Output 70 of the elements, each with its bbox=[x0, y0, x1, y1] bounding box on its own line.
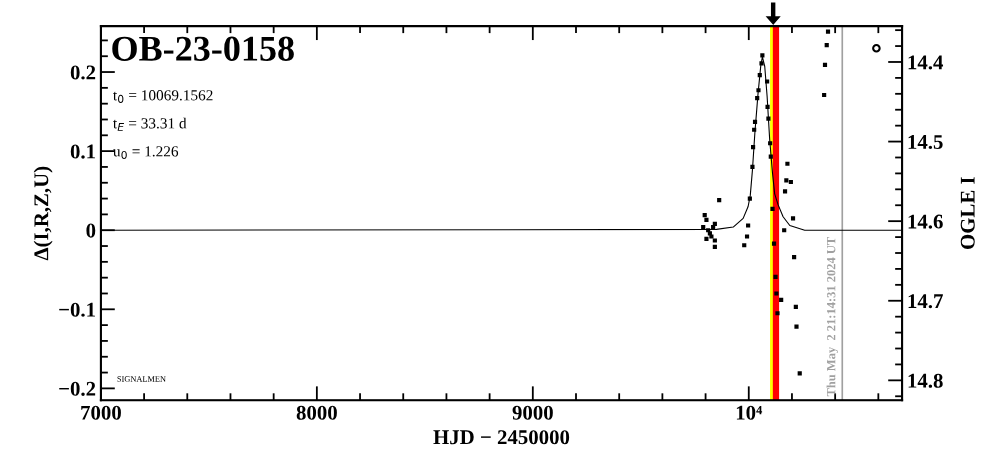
y2-tick-label: 14.6 bbox=[908, 214, 943, 229]
point bbox=[751, 145, 756, 150]
point bbox=[712, 221, 717, 226]
point bbox=[752, 119, 758, 124]
point bbox=[792, 255, 797, 260]
annotation: Thu May 2 21:14:31 2024 UT bbox=[826, 236, 838, 397]
point bbox=[704, 236, 709, 241]
annotation: SIGNALMEN bbox=[117, 376, 166, 382]
y-tick-label: 0.2 bbox=[70, 65, 96, 80]
point bbox=[872, 44, 881, 53]
point bbox=[774, 291, 779, 296]
point bbox=[746, 223, 751, 228]
x-tick-label: 8000 bbox=[296, 405, 337, 420]
y2-tick-label: 14.7 bbox=[908, 294, 943, 309]
chart-title: OB-23-0158 bbox=[112, 36, 294, 61]
x-tick-label: 10⁴ bbox=[736, 405, 763, 420]
y2-tick-label: 14.5 bbox=[908, 135, 943, 150]
point bbox=[825, 29, 831, 34]
y2-axis-title: OGLE I bbox=[960, 177, 975, 249]
point bbox=[794, 324, 799, 329]
annotation: t$_{0}$ = 10069.1562 bbox=[113, 90, 213, 103]
y-tick-label: −0.1 bbox=[59, 302, 95, 317]
point bbox=[717, 198, 722, 203]
point bbox=[702, 213, 707, 218]
y-tick-label: 0.1 bbox=[70, 144, 95, 159]
y-tick-label: 0 bbox=[86, 223, 96, 238]
point bbox=[782, 189, 788, 194]
x-axis-title: HJD − 2450000 bbox=[433, 430, 570, 445]
y2-tick-label: 14.8 bbox=[908, 373, 943, 388]
point bbox=[771, 241, 777, 246]
point bbox=[757, 73, 762, 78]
point bbox=[773, 274, 778, 279]
annotation: t$_{E}$ = 33.31 d bbox=[113, 117, 187, 131]
y2-tick-label: 14.4 bbox=[908, 55, 944, 70]
point bbox=[747, 196, 752, 201]
point bbox=[768, 141, 773, 146]
point bbox=[759, 61, 764, 66]
point bbox=[755, 96, 760, 101]
point bbox=[765, 79, 770, 84]
annotation: u$_{0}$ = 1.226 bbox=[113, 146, 179, 160]
point bbox=[766, 116, 771, 121]
point bbox=[768, 154, 773, 159]
point bbox=[790, 216, 796, 221]
x-tick-label: 9000 bbox=[512, 405, 553, 420]
y-tick-label: −0.2 bbox=[59, 381, 96, 396]
x-tick-label: 7000 bbox=[81, 405, 121, 420]
point bbox=[785, 161, 790, 166]
point bbox=[775, 311, 780, 316]
point bbox=[822, 92, 827, 98]
point bbox=[770, 206, 775, 211]
point bbox=[712, 244, 717, 249]
point bbox=[760, 53, 765, 58]
point bbox=[793, 304, 798, 310]
point bbox=[782, 228, 787, 233]
point bbox=[824, 43, 829, 48]
point bbox=[704, 217, 709, 223]
point bbox=[765, 104, 770, 109]
point bbox=[701, 224, 706, 230]
point bbox=[779, 297, 784, 302]
point bbox=[712, 238, 717, 243]
point bbox=[797, 371, 802, 376]
point bbox=[742, 243, 747, 248]
point bbox=[744, 234, 750, 239]
point bbox=[784, 178, 789, 183]
point bbox=[752, 127, 757, 132]
point bbox=[822, 62, 828, 67]
point bbox=[756, 88, 761, 93]
point bbox=[750, 164, 755, 170]
point bbox=[788, 179, 793, 185]
y-axis-title: Δ(I,R,Z,U) bbox=[33, 166, 53, 261]
